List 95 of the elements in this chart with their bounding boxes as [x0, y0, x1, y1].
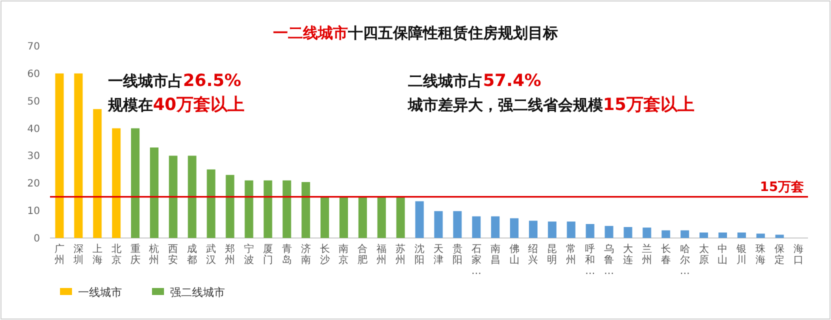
bar — [302, 182, 310, 238]
bar — [55, 73, 64, 238]
x-tick-label: 福州 — [376, 243, 387, 266]
x-tick-label: 银川 — [736, 244, 747, 266]
bar — [453, 211, 462, 238]
x-tick-label: 南京 — [338, 243, 349, 266]
x-tick-label: 兰州 — [642, 243, 652, 266]
ref-line-label: 15万套 — [760, 180, 804, 195]
bar — [339, 196, 348, 238]
x-tick-label: 重庆 — [130, 243, 140, 266]
x-tick-label: 保定 — [774, 244, 785, 266]
x-tick-label: 呼和… — [585, 243, 596, 277]
y-tick-label: 0 — [34, 234, 40, 244]
annotation: 规模在40万套以上 — [107, 94, 244, 114]
x-tick-label: 长沙 — [320, 243, 330, 266]
y-tick-label: 10 — [27, 206, 40, 218]
y-tick-label: 40 — [27, 124, 40, 135]
bar — [700, 232, 708, 238]
x-tick-label: 杭州 — [148, 243, 160, 266]
y-tick-label: 50 — [27, 96, 40, 108]
y-tick-label: 30 — [27, 151, 40, 162]
x-tick-label: 常州 — [566, 243, 576, 266]
annotation: 城市差异大，强二线省会规模15万套以上 — [407, 94, 694, 114]
x-tick-label: 贵阳 — [452, 243, 462, 266]
x-tick-label: 太原 — [698, 243, 709, 266]
x-tick-label: 南昌 — [490, 243, 500, 266]
x-tick-label: 昆明 — [547, 244, 558, 266]
x-tick-label: 北京 — [111, 243, 122, 266]
y-tick-label: 70 — [27, 42, 40, 52]
bar — [434, 211, 443, 238]
bar — [604, 226, 614, 238]
bar — [718, 232, 727, 238]
chart-title: 一二线城市十四五保障性租赁住房规划目标 — [273, 24, 558, 42]
x-tick-label: 成都 — [187, 243, 198, 266]
x-tick-label: 武汉 — [206, 243, 216, 266]
bar — [168, 156, 178, 238]
x-tick-label: 宁波 — [244, 243, 254, 266]
bar — [528, 220, 538, 238]
x-tick-label: 沈阳 — [414, 243, 425, 266]
legend-label: 一线城市 — [78, 286, 122, 299]
x-tick-label: 合肥 — [358, 243, 368, 266]
bar — [642, 228, 652, 238]
x-tick-label: 佛山 — [509, 244, 520, 266]
bar — [206, 169, 216, 238]
bar — [131, 128, 140, 238]
bar — [264, 180, 272, 238]
bar — [586, 224, 594, 238]
bar — [282, 180, 292, 238]
bar — [320, 196, 330, 238]
bar — [150, 147, 158, 238]
bar — [756, 234, 765, 238]
x-tick-label: 苏州 — [396, 243, 406, 266]
x-tick-label: 郑州 — [225, 243, 236, 266]
bar — [472, 216, 481, 238]
bar — [244, 180, 254, 238]
bar — [396, 196, 405, 238]
y-tick-label: 60 — [27, 68, 40, 80]
bar — [662, 230, 670, 238]
bar — [624, 227, 632, 238]
bar — [680, 230, 690, 238]
x-tick-label: 大连 — [622, 243, 633, 266]
x-tick-label: 乌鲁… — [604, 243, 614, 277]
y-tick-label: 20 — [27, 178, 40, 190]
bar — [377, 196, 386, 238]
bar — [737, 232, 746, 238]
x-tick-label: 青岛 — [282, 243, 292, 266]
bar — [358, 196, 367, 238]
bar — [93, 109, 102, 238]
x-tick-label: 深圳 — [72, 243, 84, 266]
legend-label: 强二线城市 — [170, 286, 225, 299]
x-tick-label: 长春 — [660, 243, 671, 266]
bar — [566, 222, 576, 238]
x-tick-label: 济南 — [300, 243, 311, 266]
annotation: 一线城市占26.5% — [108, 70, 242, 90]
annotation: 二线城市占57.4% — [408, 70, 542, 90]
x-tick-label: 珠海 — [756, 243, 766, 266]
bar — [74, 73, 83, 238]
x-tick-label: 上海 — [92, 243, 102, 266]
bar — [188, 156, 196, 238]
bar — [226, 174, 234, 238]
x-tick-label: 中山 — [718, 243, 728, 266]
bar — [491, 216, 500, 238]
x-tick-label: 哈尔… — [680, 243, 690, 277]
x-tick-label: 西安 — [168, 244, 178, 266]
bar — [112, 128, 121, 238]
x-tick-label: 绍兴 — [528, 243, 538, 266]
x-tick-label: 石家… — [471, 244, 482, 277]
bar — [548, 222, 556, 238]
bar — [510, 218, 519, 238]
x-tick-label: 天津 — [433, 244, 444, 266]
bar — [415, 201, 424, 238]
x-tick-label: 厦门 — [262, 244, 273, 266]
x-tick-label: 广州 — [54, 243, 64, 266]
bar — [775, 234, 784, 238]
x-tick-label: 海口 — [794, 243, 804, 266]
